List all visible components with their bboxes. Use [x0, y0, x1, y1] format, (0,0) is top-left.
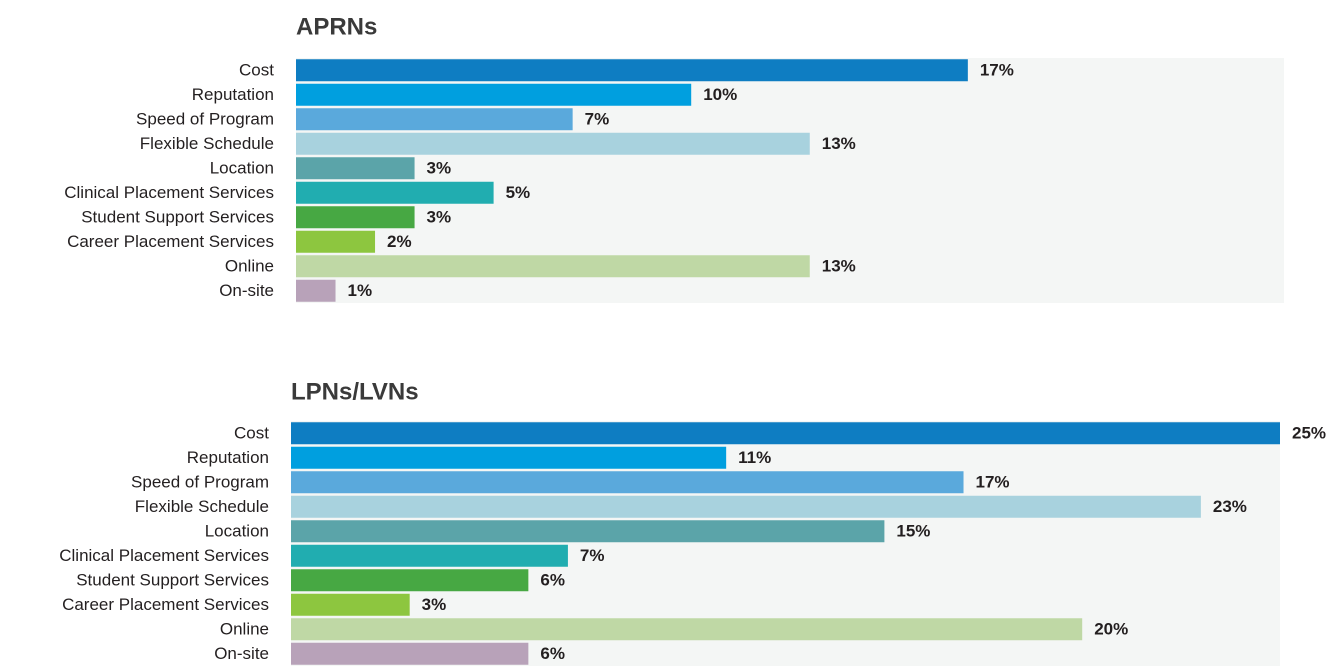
- category-label: Location: [205, 522, 269, 541]
- bar: [296, 181, 494, 204]
- value-label: 11%: [738, 448, 771, 467]
- bar: [291, 569, 529, 592]
- bar: [296, 59, 968, 82]
- bar: [291, 544, 568, 567]
- value-label: 17%: [980, 61, 1014, 80]
- category-label: Location: [210, 159, 274, 178]
- category-label: Speed of Program: [131, 473, 269, 492]
- category-label: Clinical Placement Services: [59, 546, 269, 565]
- bar: [296, 255, 810, 278]
- category-label: Student Support Services: [76, 571, 269, 590]
- chart-title: APRNs: [296, 13, 377, 40]
- value-label: 13%: [822, 257, 856, 276]
- category-label: Cost: [234, 424, 269, 443]
- category-label: Reputation: [187, 448, 269, 467]
- value-label: 20%: [1094, 620, 1128, 639]
- category-label: Career Placement Services: [67, 232, 274, 251]
- bar: [291, 422, 1280, 445]
- value-label: 7%: [585, 110, 610, 129]
- value-label: 10%: [703, 85, 737, 104]
- category-label: Student Support Services: [81, 208, 274, 227]
- category-label: Clinical Placement Services: [64, 183, 274, 202]
- value-label: 7%: [580, 546, 605, 565]
- category-label: Flexible Schedule: [140, 134, 274, 153]
- bar: [291, 446, 727, 469]
- category-label: Online: [220, 620, 269, 639]
- category-label: On-site: [219, 281, 274, 300]
- value-label: 3%: [427, 159, 452, 178]
- value-label: 5%: [506, 183, 531, 202]
- bar: [291, 520, 885, 543]
- value-label: 3%: [422, 595, 447, 614]
- category-label: Flexible Schedule: [135, 497, 269, 516]
- value-label: 23%: [1213, 497, 1247, 516]
- value-label: 15%: [896, 522, 930, 541]
- value-label: 25%: [1292, 424, 1326, 443]
- bar: [291, 642, 529, 665]
- value-label: 17%: [976, 473, 1010, 492]
- bar: [291, 495, 1201, 518]
- value-label: 6%: [540, 644, 565, 663]
- value-label: 2%: [387, 232, 412, 251]
- category-label: Speed of Program: [136, 110, 274, 129]
- category-label: Online: [225, 257, 274, 276]
- value-label: 1%: [348, 281, 373, 300]
- bar: [296, 132, 810, 155]
- bar: [296, 206, 415, 229]
- chart-title: LPNs/LVNs: [291, 378, 419, 405]
- category-label: Reputation: [192, 85, 274, 104]
- bar: [291, 471, 964, 494]
- bar: [291, 593, 410, 616]
- category-label: On-site: [214, 644, 269, 663]
- value-label: 3%: [427, 208, 452, 227]
- category-label: Cost: [239, 61, 274, 80]
- bar: [296, 157, 415, 180]
- category-label: Career Placement Services: [62, 595, 269, 614]
- bar: [296, 108, 573, 131]
- value-label: 13%: [822, 134, 856, 153]
- bar: [296, 279, 336, 302]
- bar: [296, 230, 376, 253]
- value-label: 6%: [540, 571, 565, 590]
- bar: [291, 618, 1083, 641]
- bar: [296, 83, 692, 106]
